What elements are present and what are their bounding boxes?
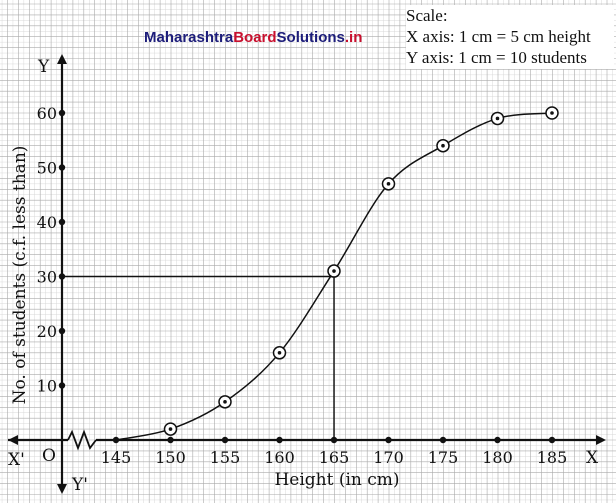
x-prime-letter: X' <box>8 450 25 470</box>
y-tick-dot <box>58 218 66 226</box>
x-tick-dot <box>112 436 120 444</box>
y-tick-label: 30 <box>37 268 57 287</box>
ogive-point-dot <box>441 143 445 148</box>
ogive-point-dot <box>386 182 391 186</box>
ogive-point-dot <box>277 351 282 355</box>
y-tick-label: 20 <box>37 322 57 341</box>
x-tick-dot <box>330 436 338 444</box>
x-axis-arrow <box>596 435 606 445</box>
ogive-point-dot <box>332 269 336 273</box>
y-prime-arrow <box>57 484 67 494</box>
watermark-part2: Board <box>233 29 276 46</box>
axis-break-zigzag <box>67 429 97 451</box>
watermark: MaharashtraBoardSolutions.in <box>144 29 362 46</box>
watermark-part4: .in <box>345 29 363 46</box>
x-tick-dot <box>439 436 447 444</box>
x-tick-label: 180 <box>482 448 513 467</box>
x-tick-label: 170 <box>373 448 404 467</box>
y-axis-letter: Y <box>37 57 50 77</box>
y-tick-dot <box>58 109 66 117</box>
x-tick-dot <box>385 436 392 444</box>
ogive-point-dot <box>168 427 173 431</box>
y-tick-label: 50 <box>37 159 57 178</box>
x-axis-letter: X <box>586 448 599 468</box>
x-tick-dot <box>494 436 501 444</box>
x-tick-dot <box>276 436 283 444</box>
x-tick-label: 155 <box>210 448 241 467</box>
tick-layer: 145 150 155 160 165 170 175 180 185 10 20 30 40 50 60 <box>37 104 568 467</box>
scale-legend: Scale: X axis: 1 cm = 5 cm height Y axis… <box>406 5 614 69</box>
y-tick-label: 60 <box>37 104 57 123</box>
x-tick-dot <box>548 436 556 444</box>
x-tick-label: 160 <box>264 448 295 467</box>
watermark-part3: Solutions <box>277 29 345 46</box>
y-tick-dot <box>58 382 66 389</box>
ogive-point-dot <box>495 116 500 121</box>
ogive-point-dot <box>223 400 227 404</box>
ogive-point-dot <box>550 111 554 115</box>
y-tick-dot <box>58 327 66 335</box>
scale-y: Y axis: 1 cm = 10 students <box>406 48 587 67</box>
y-tick-dot <box>58 164 66 171</box>
x-tick-label: 185 <box>537 448 568 467</box>
x-prime-arrow <box>8 435 18 445</box>
y-axis-arrow <box>57 54 67 64</box>
x-tick-dot <box>221 436 229 444</box>
y-tick-label: 10 <box>37 377 57 396</box>
y-axis-title: No. of students (c.f. less than) <box>10 146 30 405</box>
y-tick-label: 40 <box>37 213 57 232</box>
x-tick-label: 150 <box>155 448 186 467</box>
origin-label: O <box>42 446 56 466</box>
y-prime-letter: Y' <box>71 475 88 495</box>
watermark-part1: Maharashtra <box>144 29 234 46</box>
ogive-points-layer <box>163 106 559 436</box>
x-tick-label: 145 <box>101 448 132 467</box>
x-tick-dot <box>167 436 174 444</box>
y-tick-dot <box>58 273 66 280</box>
median-guides <box>62 275 335 440</box>
x-tick-label: 165 <box>319 448 350 467</box>
x-axis-title: Height (in cm) <box>274 470 399 490</box>
scale-title: Scale: <box>406 6 448 25</box>
x-tick-label: 175 <box>428 448 459 467</box>
scale-x: X axis: 1 cm = 5 cm height <box>406 27 591 46</box>
